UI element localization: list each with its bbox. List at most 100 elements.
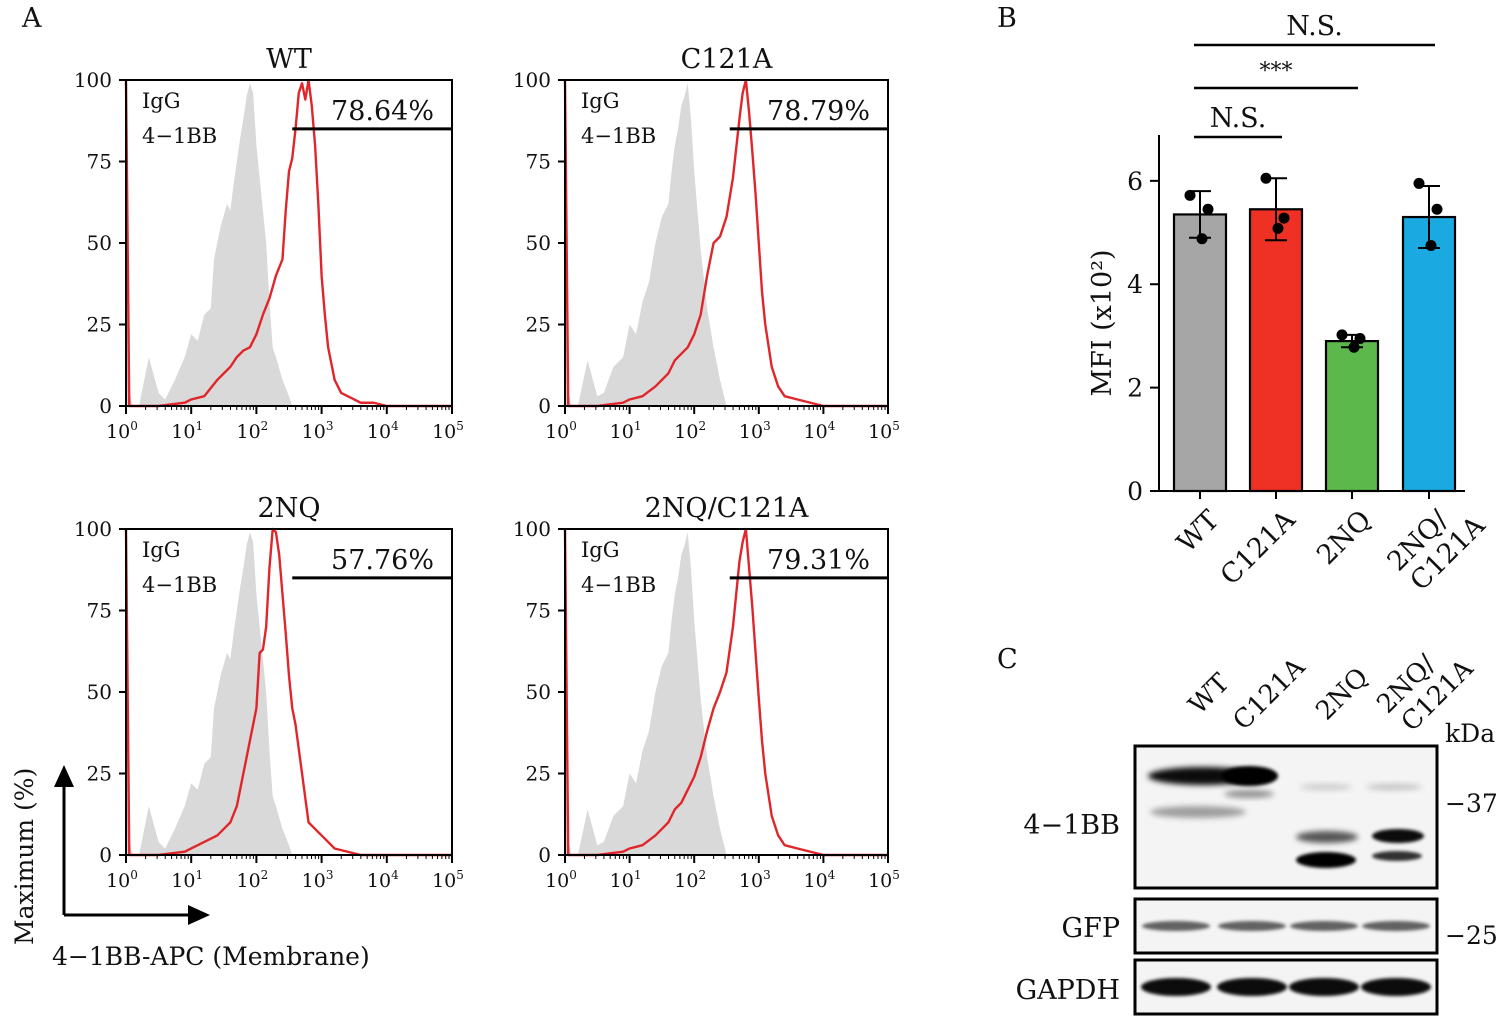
- data-point: [1260, 172, 1272, 184]
- data-point: [1278, 212, 1290, 224]
- histogram-title: C121A: [681, 44, 773, 75]
- lane-label: WT: [1183, 668, 1236, 721]
- axis-legend-arrows: Maximum (%) 4−1BB-APC (Membrane): [10, 765, 370, 971]
- marker-25: −25: [1445, 921, 1498, 950]
- y-tick-label: 75: [526, 599, 551, 623]
- y-tick-label: 50: [526, 231, 551, 255]
- x-tick-label: 103: [739, 868, 771, 892]
- y-tick-label: 50: [87, 231, 112, 255]
- legend-4-1bb: 4−1BB: [142, 573, 217, 597]
- igg-histogram: [126, 83, 293, 406]
- data-point: [1196, 233, 1208, 245]
- legend-igg: IgG: [142, 89, 181, 113]
- histogram-2nq: 2NQ 0 25 50 75 100 100 101 102 103 104 105 57.76% IgG…: [74, 493, 464, 892]
- y-tick-label: 50: [526, 680, 551, 704]
- y-tick-label: 0: [538, 843, 551, 867]
- protein-band: [1290, 921, 1358, 931]
- marker-37: −37: [1445, 789, 1498, 818]
- gate-percent: 78.64%: [331, 96, 434, 127]
- y-tick-label: 100: [74, 517, 112, 541]
- x-tick-label: 102: [674, 868, 706, 892]
- x-tick-label: 101: [171, 419, 203, 443]
- data-point: [1336, 329, 1348, 341]
- protein-band: [1296, 831, 1358, 843]
- kda-label: kDa: [1445, 719, 1495, 748]
- x-tick-label: 100: [545, 868, 577, 892]
- bar-y-axis-label: MFI (x10²): [1087, 249, 1118, 396]
- igg-histogram: [565, 532, 727, 855]
- bb-histogram-line: [563, 527, 888, 857]
- data-point: [1425, 239, 1437, 251]
- x-tick-label: 105: [868, 868, 900, 892]
- protein-band: [1372, 851, 1422, 861]
- x-tick-label: 104: [367, 419, 399, 443]
- legend-igg: IgG: [581, 89, 620, 113]
- y-tick-label: 0: [99, 394, 112, 418]
- y-tick-label: 6: [1127, 167, 1143, 196]
- protein-band: [1289, 978, 1359, 996]
- y-tick-label: 75: [87, 599, 112, 623]
- protein-band: [1372, 829, 1424, 843]
- y-tick-label: 0: [538, 394, 551, 418]
- y-tick-label: 25: [526, 762, 551, 786]
- protein-band: [1296, 852, 1356, 868]
- protein-band: [1142, 921, 1210, 931]
- bar-c121a: [1248, 208, 1304, 493]
- y-tick-label: 75: [526, 150, 551, 174]
- y-tick-label: 25: [87, 313, 112, 337]
- bar-2nq: [1324, 339, 1380, 493]
- x-tick-label: 105: [868, 419, 900, 443]
- x-tick-label: 101: [171, 868, 203, 892]
- x-tick-label: 102: [236, 419, 268, 443]
- legend-4-1bb: 4−1BB: [142, 124, 217, 148]
- bb-histogram-line: [124, 78, 452, 408]
- category-label: 2NQ: [1311, 505, 1377, 571]
- category-label: WT: [1171, 505, 1225, 559]
- y-tick-label: 75: [87, 150, 112, 174]
- data-point: [1431, 203, 1443, 215]
- y-tick-label: 100: [74, 68, 112, 92]
- protein-band: [1218, 921, 1286, 931]
- data-point: [1272, 222, 1284, 234]
- histogram-wt: WT 0 25 50 75 100 100 101 102 103 104 105 78.64% IgG 4…: [74, 44, 464, 443]
- gate-percent: 79.31%: [767, 545, 870, 576]
- data-point: [1413, 177, 1425, 189]
- protein-band: [1224, 790, 1274, 798]
- y-axis-label: Maximum (%): [10, 768, 39, 945]
- x-tick-label: 101: [610, 419, 642, 443]
- gate-percent: 78.79%: [767, 96, 870, 127]
- blot-row-label: GAPDH: [1016, 975, 1120, 1006]
- bar-2nq-c121a: [1401, 215, 1457, 493]
- lane-label: 2NQ: [1310, 662, 1374, 726]
- bar-wt: [1172, 213, 1228, 493]
- data-point: [1202, 203, 1214, 215]
- x-tick-label: 103: [302, 868, 334, 892]
- x-axis-label: 4−1BB-APC (Membrane): [52, 942, 370, 971]
- protein-band: [1366, 783, 1422, 791]
- x-tick-label: 104: [803, 868, 835, 892]
- x-tick-label: 100: [545, 419, 577, 443]
- protein-band: [1217, 978, 1287, 996]
- y-tick-label: 25: [526, 313, 551, 337]
- x-tick-label: 102: [674, 419, 706, 443]
- category-label: 2NQ/C121A: [1382, 489, 1492, 599]
- y-tick-label: 100: [513, 68, 551, 92]
- lane-label: C121A: [1228, 652, 1313, 737]
- x-tick-label: 105: [432, 868, 464, 892]
- x-tick-label: 100: [106, 419, 138, 443]
- protein-band: [1362, 921, 1430, 931]
- protein-band: [1300, 783, 1352, 791]
- y-tick-label: 50: [87, 680, 112, 704]
- legend-4-1bb: 4−1BB: [581, 573, 656, 597]
- panel-label-c: C: [997, 644, 1018, 675]
- protein-band: [1141, 978, 1211, 996]
- legend-4-1bb: 4−1BB: [581, 124, 656, 148]
- y-tick-label: 2: [1127, 374, 1143, 403]
- up-arrow-icon: [54, 765, 74, 787]
- histogram-title: 2NQ/C121A: [645, 493, 809, 524]
- protein-band: [1222, 766, 1278, 786]
- protein-band: [1150, 806, 1246, 818]
